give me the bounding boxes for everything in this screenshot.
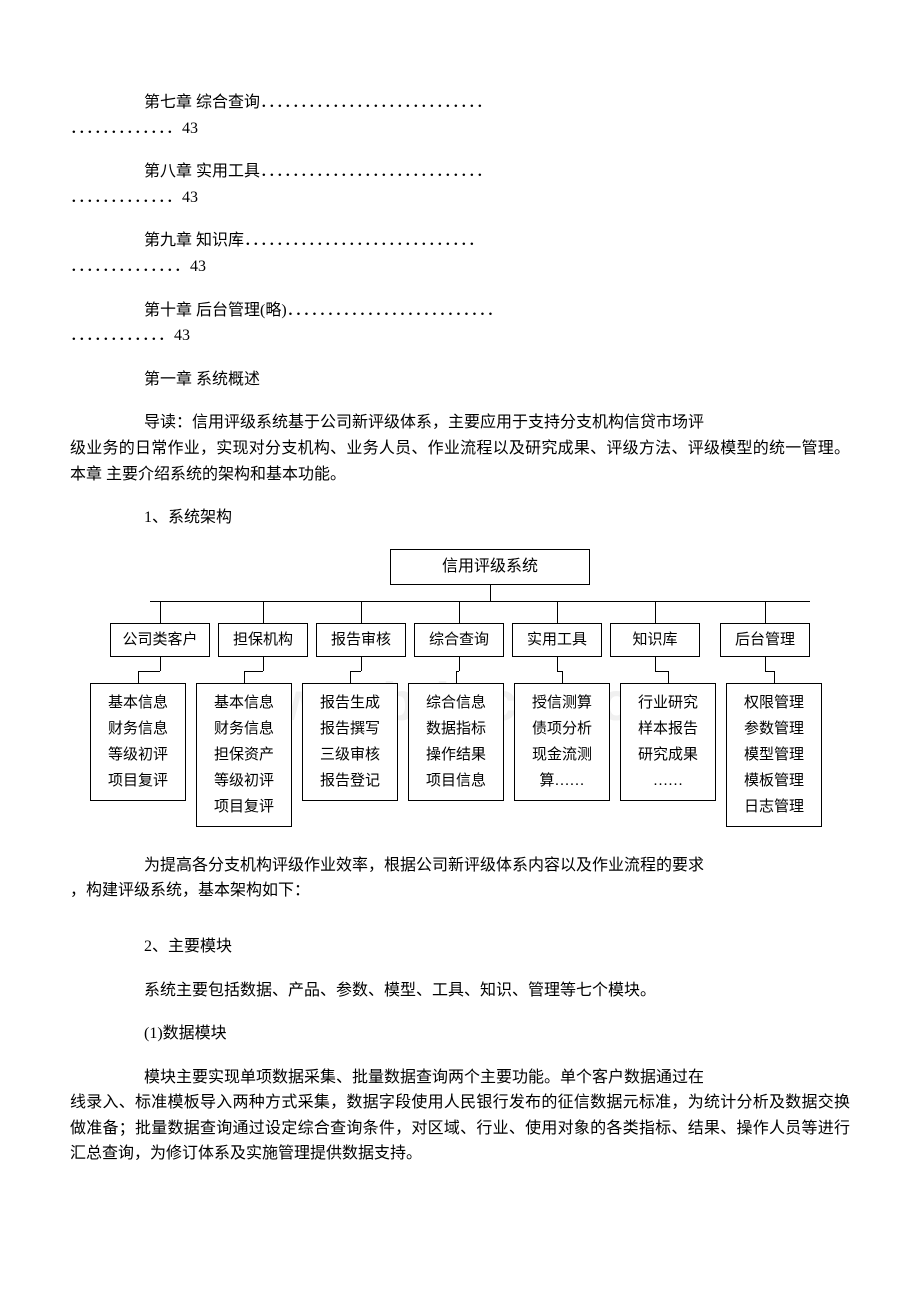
chart-level3-item: 基本信息 xyxy=(91,690,185,716)
toc-item-line1: 第八章 实用工具．．．．．．．．．．．．．．．．．．．．．．．．．．．． xyxy=(70,159,850,185)
intro-line2: 级业务的日常作业，实现对分支机构、业务人员、作业流程以及研究成果、评级方法、评级… xyxy=(70,436,850,487)
chart-level3-item: 财务信息 xyxy=(197,716,291,742)
chart-connector xyxy=(263,657,264,671)
chart-connector xyxy=(361,601,362,623)
chart-level3-item: 项目复评 xyxy=(91,768,185,794)
chart-connector xyxy=(138,671,139,683)
chart-level3-item: 权限管理 xyxy=(727,690,821,716)
chart-level3-item: 现金流测 xyxy=(515,742,609,768)
toc-item-line2: ．．．．．．．．．．．．43 xyxy=(70,323,850,349)
chart-connector xyxy=(459,657,460,671)
section-2-para1: 系统主要包括数据、产品、参数、模型、工具、知识、管理等七个模块。 xyxy=(70,978,850,1004)
chart-level3-node: 权限管理参数管理模型管理模板管理日志管理 xyxy=(726,683,822,827)
chart-level3-node: 行业研究样本报告研究成果…… xyxy=(620,683,716,801)
chart-connector xyxy=(557,601,558,623)
chart-level3-item: 财务信息 xyxy=(91,716,185,742)
chart-level3-item: 债项分析 xyxy=(515,716,609,742)
toc-item: 第八章 实用工具．．．．．．．．．．．．．．．．．．．．．．．．．．．．．．．．… xyxy=(70,159,850,210)
data-module-line2: 线录入、标准模板导入两种方式采集，数据字段使用人民银行发布的征信数据元标准，为统… xyxy=(70,1090,850,1167)
chart-level3-item: 日志管理 xyxy=(727,794,821,820)
system-architecture-chart: www.bdocx.com 信用评级系统 公司类客户担保机构报告审核综合查询实用… xyxy=(70,549,850,833)
toc-item-line2: ．．．．．．．．．．．．．43 xyxy=(70,185,850,211)
chart-connector xyxy=(557,657,558,671)
toc-item: 第十章 后台管理(略)．．．．．．．．．．．．．．．．．．．．．．．．．．．．．… xyxy=(70,298,850,349)
chart-connector xyxy=(774,671,775,683)
chart-connector xyxy=(350,671,351,683)
chart-level3-node: 基本信息财务信息等级初评项目复评 xyxy=(90,683,186,801)
chart-level3-item: 报告登记 xyxy=(303,768,397,794)
intro-line1: 导读：信用评级系统基于公司新评级体系，主要应用于支持分支机构信贷市场评 xyxy=(70,410,850,436)
chart-connector xyxy=(655,657,656,671)
chart-connector xyxy=(150,601,810,602)
chart-root-node: 信用评级系统 xyxy=(390,549,590,585)
chart-level3-item: 行业研究 xyxy=(621,690,715,716)
chart-connector xyxy=(244,671,245,683)
chart-level3-item: 担保资产 xyxy=(197,742,291,768)
toc-item-line1: 第七章 综合查询．．．．．．．．．．．．．．．．．．．．．．．．．．．． xyxy=(70,90,850,116)
chart-connector xyxy=(361,657,362,671)
chart-connector xyxy=(765,601,766,623)
chart-level3-item: 算…… xyxy=(515,768,609,794)
after-chart-line2: ，构建评级系统，基本架构如下： xyxy=(70,878,850,904)
section-1-heading: 1、系统架构 xyxy=(70,505,850,531)
chart-level3-item: 参数管理 xyxy=(727,716,821,742)
chart-level3-item: 操作结果 xyxy=(409,742,503,768)
chart-connector xyxy=(350,671,361,672)
toc-item: 第七章 综合查询．．．．．．．．．．．．．．．．．．．．．．．．．．．．．．．．… xyxy=(70,90,850,141)
toc-list: 第七章 综合查询．．．．．．．．．．．．．．．．．．．．．．．．．．．．．．．．… xyxy=(70,90,850,349)
chart-connector xyxy=(160,601,161,623)
chart-level3-item: 模型管理 xyxy=(727,742,821,768)
chart-level3-item: 综合信息 xyxy=(409,690,503,716)
toc-item-line1: 第九章 知识库．．．．．．．．．．．．．．．．．．．．．．．．．．．．． xyxy=(70,228,850,254)
chart-level2-node: 知识库 xyxy=(610,623,700,657)
chart-level3-node: 基本信息财务信息担保资产等级初评项目复评 xyxy=(196,683,292,827)
chart-level3-item: 基本信息 xyxy=(197,690,291,716)
chart-level3-item: 项目信息 xyxy=(409,768,503,794)
chart-level3-item: 报告撰写 xyxy=(303,716,397,742)
chart-connector xyxy=(160,657,161,671)
chart-connector xyxy=(138,671,160,672)
after-chart-line1: 为提高各分支机构评级作业效率，根据公司新评级体系内容以及作业流程的要求 xyxy=(70,853,850,879)
chart-level3-item: 三级审核 xyxy=(303,742,397,768)
chart-level3-item: 等级初评 xyxy=(91,742,185,768)
chart-connector xyxy=(244,671,263,672)
chapter-1-title: 第一章 系统概述 xyxy=(70,367,850,393)
section-2-sub1: (1)数据模块 xyxy=(70,1021,850,1047)
chart-level2-node: 后台管理 xyxy=(720,623,810,657)
chart-level3-node: 综合信息数据指标操作结果项目信息 xyxy=(408,683,504,801)
chart-level3-item: 样本报告 xyxy=(621,716,715,742)
chart-connector xyxy=(490,585,491,601)
toc-item: 第九章 知识库．．．．．．．．．．．．．．．．．．．．．．．．．．．．．．．．．… xyxy=(70,228,850,279)
section-2-heading: 2、主要模块 xyxy=(70,934,850,960)
chart-connector xyxy=(459,601,460,623)
chart-level3-item: 报告生成 xyxy=(303,690,397,716)
chart-connector xyxy=(765,671,774,672)
chart-level3-item: 等级初评 xyxy=(197,768,291,794)
toc-item-line2: ．．．．．．．．．．．．．．43 xyxy=(70,254,850,280)
toc-item-line2: ．．．．．．．．．．．．．43 xyxy=(70,116,850,142)
toc-item-line1: 第十章 后台管理(略)．．．．．．．．．．．．．．．．．．．．．．．．．． xyxy=(70,298,850,324)
chart-level3-item: 研究成果 xyxy=(621,742,715,768)
chart-level3-node: 报告生成报告撰写三级审核报告登记 xyxy=(302,683,398,801)
chart-level3-item: 数据指标 xyxy=(409,716,503,742)
chart-level3-item: …… xyxy=(621,768,715,794)
chart-level3-item: 授信测算 xyxy=(515,690,609,716)
chart-level3-item: 项目复评 xyxy=(197,794,291,820)
chart-level3-item: 模板管理 xyxy=(727,768,821,794)
chart-level2-node: 实用工具 xyxy=(512,623,602,657)
chart-connector xyxy=(562,671,563,683)
chart-connector xyxy=(765,657,766,671)
chart-level2-node: 综合查询 xyxy=(414,623,504,657)
chart-level2-node: 报告审核 xyxy=(316,623,406,657)
data-module-line1: 模块主要实现单项数据采集、批量数据查询两个主要功能。单个客户数据通过在 xyxy=(70,1065,850,1091)
chart-connector xyxy=(655,671,668,672)
chart-connector xyxy=(655,601,656,623)
chart-level3-node: 授信测算债项分析现金流测算…… xyxy=(514,683,610,801)
chart-level2-node: 担保机构 xyxy=(218,623,308,657)
chart-connector xyxy=(668,671,669,683)
chart-level2-node: 公司类客户 xyxy=(110,623,210,657)
chart-connector xyxy=(263,601,264,623)
chart-connector xyxy=(456,671,457,683)
